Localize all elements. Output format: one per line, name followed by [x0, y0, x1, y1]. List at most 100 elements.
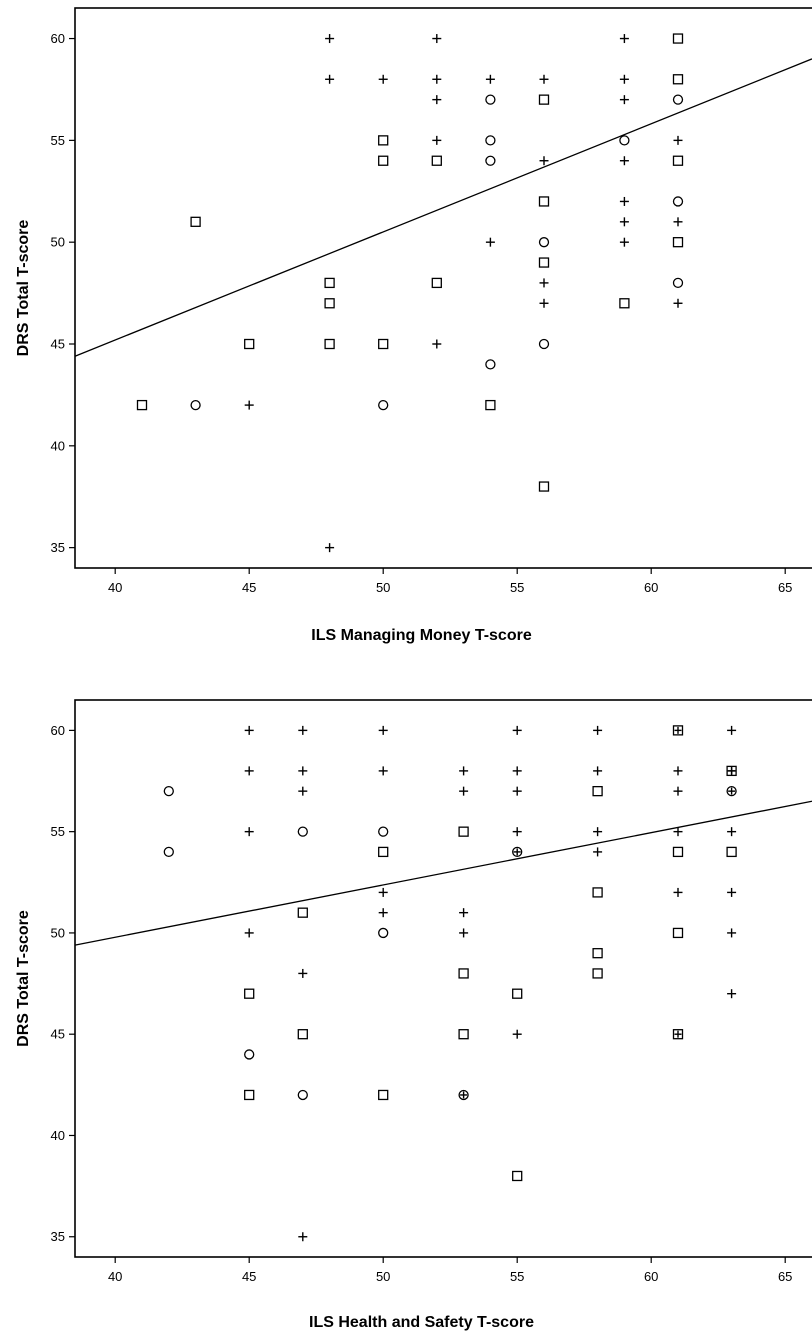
- data-point-plus: [485, 237, 495, 247]
- data-point-plus: [673, 887, 683, 897]
- data-point-circle: [672, 94, 684, 105]
- data-point-plus: [244, 928, 254, 938]
- plot-area-frame: [74, 7, 812, 569]
- data-point-square-plus: [672, 725, 684, 736]
- x-tick-label: 65: [778, 580, 792, 595]
- data-point-square: [538, 196, 550, 207]
- x-axis-ticks: 40 45 50 55 60 65: [108, 1257, 792, 1284]
- data-point-square-plus: [726, 765, 737, 777]
- data-point-square: [672, 846, 684, 858]
- data-point-square-plus: [672, 1029, 684, 1040]
- data-point-circle: [538, 237, 550, 248]
- data-point-square: [378, 135, 389, 146]
- x-tick-label: 60: [644, 580, 658, 595]
- data-point-circle-plus: [458, 1089, 469, 1101]
- data-point-plus: [619, 217, 629, 227]
- data-point-square: [458, 1029, 469, 1040]
- data-point-circle: [485, 135, 496, 146]
- data-point-plus: [432, 135, 442, 145]
- data-point-plus: [593, 827, 603, 837]
- data-point-plus: [727, 827, 737, 837]
- data-point-plus: [593, 725, 603, 735]
- data-point-plus: [325, 34, 335, 44]
- y-tick-label: 50: [51, 925, 65, 940]
- data-point-plus: [378, 74, 388, 84]
- data-point-plus: [459, 786, 469, 796]
- y-tick-label: 55: [51, 824, 65, 839]
- data-point-plus: [459, 908, 469, 918]
- x-tick-label: 60: [644, 1269, 658, 1284]
- y-axis-ticks: 35 40 45 50 55 60: [51, 723, 75, 1244]
- data-point-plus: [378, 766, 388, 776]
- data-markers: [136, 33, 684, 553]
- data-point-square: [592, 887, 603, 898]
- data-point-square: [378, 1089, 389, 1101]
- data-point-circle: [378, 826, 389, 837]
- x-tick-label: 45: [242, 1269, 256, 1284]
- data-point-square: [672, 927, 684, 939]
- data-point-square: [324, 277, 335, 289]
- data-point-plus: [673, 135, 683, 145]
- data-point-plus: [512, 725, 522, 735]
- data-point-plus: [673, 298, 683, 308]
- x-axis-title: ILS Health and Safety T-score: [309, 1314, 534, 1331]
- data-point-plus: [298, 968, 308, 978]
- data-point-plus: [673, 786, 683, 796]
- data-point-plus: [378, 887, 388, 897]
- y-axis-ticks: 35 40 45 50 55 60: [51, 31, 75, 555]
- data-point-square: [136, 399, 148, 411]
- data-point-plus: [244, 400, 254, 410]
- data-point-square: [672, 155, 684, 166]
- data-point-square: [378, 338, 389, 350]
- data-point-circle: [378, 399, 389, 411]
- data-point-plus: [619, 237, 629, 247]
- data-point-plus: [378, 725, 388, 735]
- data-point-plus: [593, 766, 603, 776]
- data-point-square: [512, 1170, 523, 1182]
- data-point-plus: [325, 543, 335, 553]
- data-point-square: [244, 1089, 255, 1101]
- x-tick-label: 40: [108, 580, 122, 595]
- data-point-square: [244, 338, 255, 350]
- data-point-circle: [297, 1089, 308, 1101]
- data-point-square: [458, 826, 469, 837]
- data-point-plus: [512, 1029, 522, 1039]
- data-point-plus: [619, 196, 629, 206]
- data-point-plus: [727, 989, 737, 999]
- data-point-plus: [512, 786, 522, 796]
- data-point-plus: [539, 298, 549, 308]
- data-point-plus: [485, 74, 495, 84]
- data-point-square: [672, 33, 684, 44]
- data-point-circle: [485, 359, 496, 370]
- data-point-square: [592, 785, 603, 797]
- data-point-square: [726, 846, 737, 858]
- data-point-plus: [539, 156, 549, 166]
- data-point-circle: [672, 196, 684, 207]
- data-point-plus: [298, 786, 308, 796]
- data-point-square: [538, 481, 550, 492]
- data-point-plus: [593, 847, 603, 857]
- data-point-plus: [325, 74, 335, 84]
- y-tick-label: 60: [51, 31, 65, 46]
- data-point-plus: [619, 74, 629, 84]
- data-point-plus: [244, 827, 254, 837]
- data-point-square: [672, 74, 684, 85]
- data-point-plus: [539, 278, 549, 288]
- data-point-plus: [512, 827, 522, 837]
- x-axis-ticks: 40 45 50 55 60 65: [108, 568, 792, 595]
- chart-panel-managing-money: 35 40 45 50 55 60 40 45 50 55 60 65 ILS Managing M…: [15, 7, 812, 644]
- data-point-square: [378, 846, 389, 858]
- data-point-plus: [512, 766, 522, 776]
- data-point-plus: [432, 95, 442, 105]
- data-point-square: [324, 298, 335, 309]
- x-tick-label: 50: [376, 1269, 390, 1284]
- data-point-square: [619, 298, 630, 309]
- y-tick-label: 45: [51, 1027, 65, 1042]
- data-point-square: [297, 1029, 308, 1040]
- data-point-circle: [619, 135, 630, 146]
- regression-line: [74, 800, 812, 946]
- y-tick-label: 50: [51, 235, 65, 250]
- x-tick-label: 55: [510, 580, 524, 595]
- data-point-square: [378, 155, 389, 166]
- data-point-plus: [727, 887, 737, 897]
